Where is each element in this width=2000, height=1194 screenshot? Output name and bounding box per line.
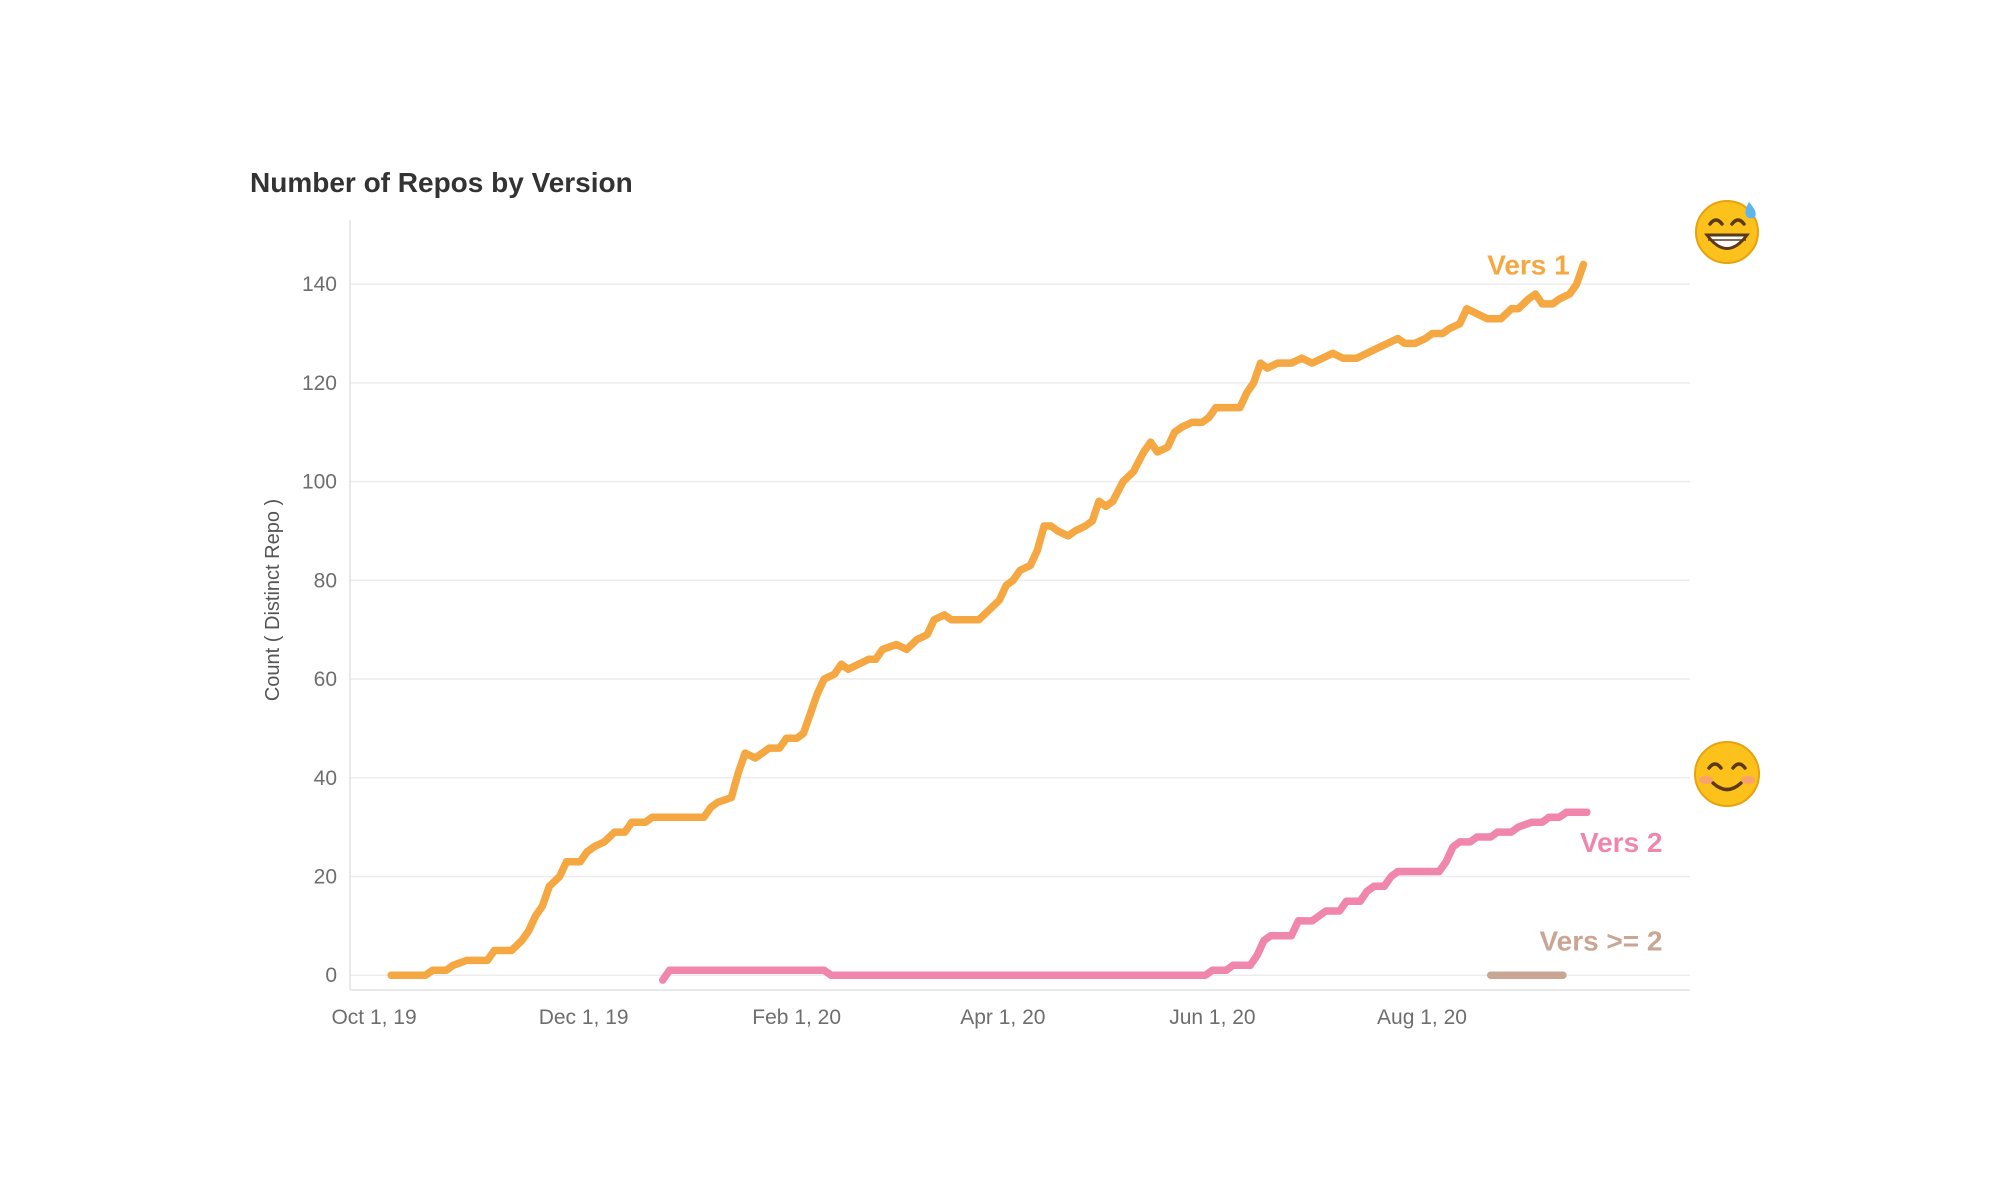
- x-tick-label: Feb 1, 20: [752, 1006, 841, 1029]
- y-axis-ticks: 0 20 40 60 80 100 120 140: [302, 273, 337, 987]
- x-tick-label: Apr 1, 20: [960, 1006, 1045, 1029]
- series-line-vers-1: [387, 260, 1588, 979]
- x-axis-ticks: Oct 1, 19 Dec 1, 19 Feb 1, 20 Apr 1, 20 Jun …: [331, 1006, 1467, 1029]
- chart-title: Number of Repos by Version: [250, 167, 633, 198]
- y-tick-label: 60: [314, 668, 337, 691]
- x-tick-label: Jun 1, 20: [1169, 1006, 1255, 1029]
- series-label-vers-2: Vers >= 2: [1539, 926, 1662, 957]
- series-label-vers-1: Vers 1: [1487, 249, 1570, 280]
- y-tick-label: 40: [314, 767, 337, 790]
- y-tick-label: 120: [302, 372, 337, 395]
- series-labels: Vers 1 Vers 2 Vers >= 2: [1487, 249, 1662, 956]
- series-lines: [387, 260, 1591, 984]
- y-tick-label: 100: [302, 471, 337, 494]
- series-line-vers-2: [658, 808, 1591, 984]
- x-tick-label: Oct 1, 19: [331, 1006, 416, 1029]
- y-tick-label: 20: [314, 865, 337, 888]
- y-tick-label: 0: [325, 964, 337, 987]
- y-tick-label: 140: [302, 273, 337, 296]
- y-axis-label: Count ( Distinct Repo ): [262, 499, 284, 701]
- smiling-face-icon: [1694, 741, 1760, 807]
- x-tick-label: Dec 1, 19: [539, 1006, 629, 1029]
- x-tick-label: Aug 1, 20: [1377, 1006, 1467, 1029]
- y-tick-label: 80: [314, 569, 337, 592]
- gridlines: [350, 283, 1690, 976]
- series-label-vers-2: Vers 2: [1580, 827, 1663, 858]
- grinning-sweat-face-icon: [1695, 200, 1759, 264]
